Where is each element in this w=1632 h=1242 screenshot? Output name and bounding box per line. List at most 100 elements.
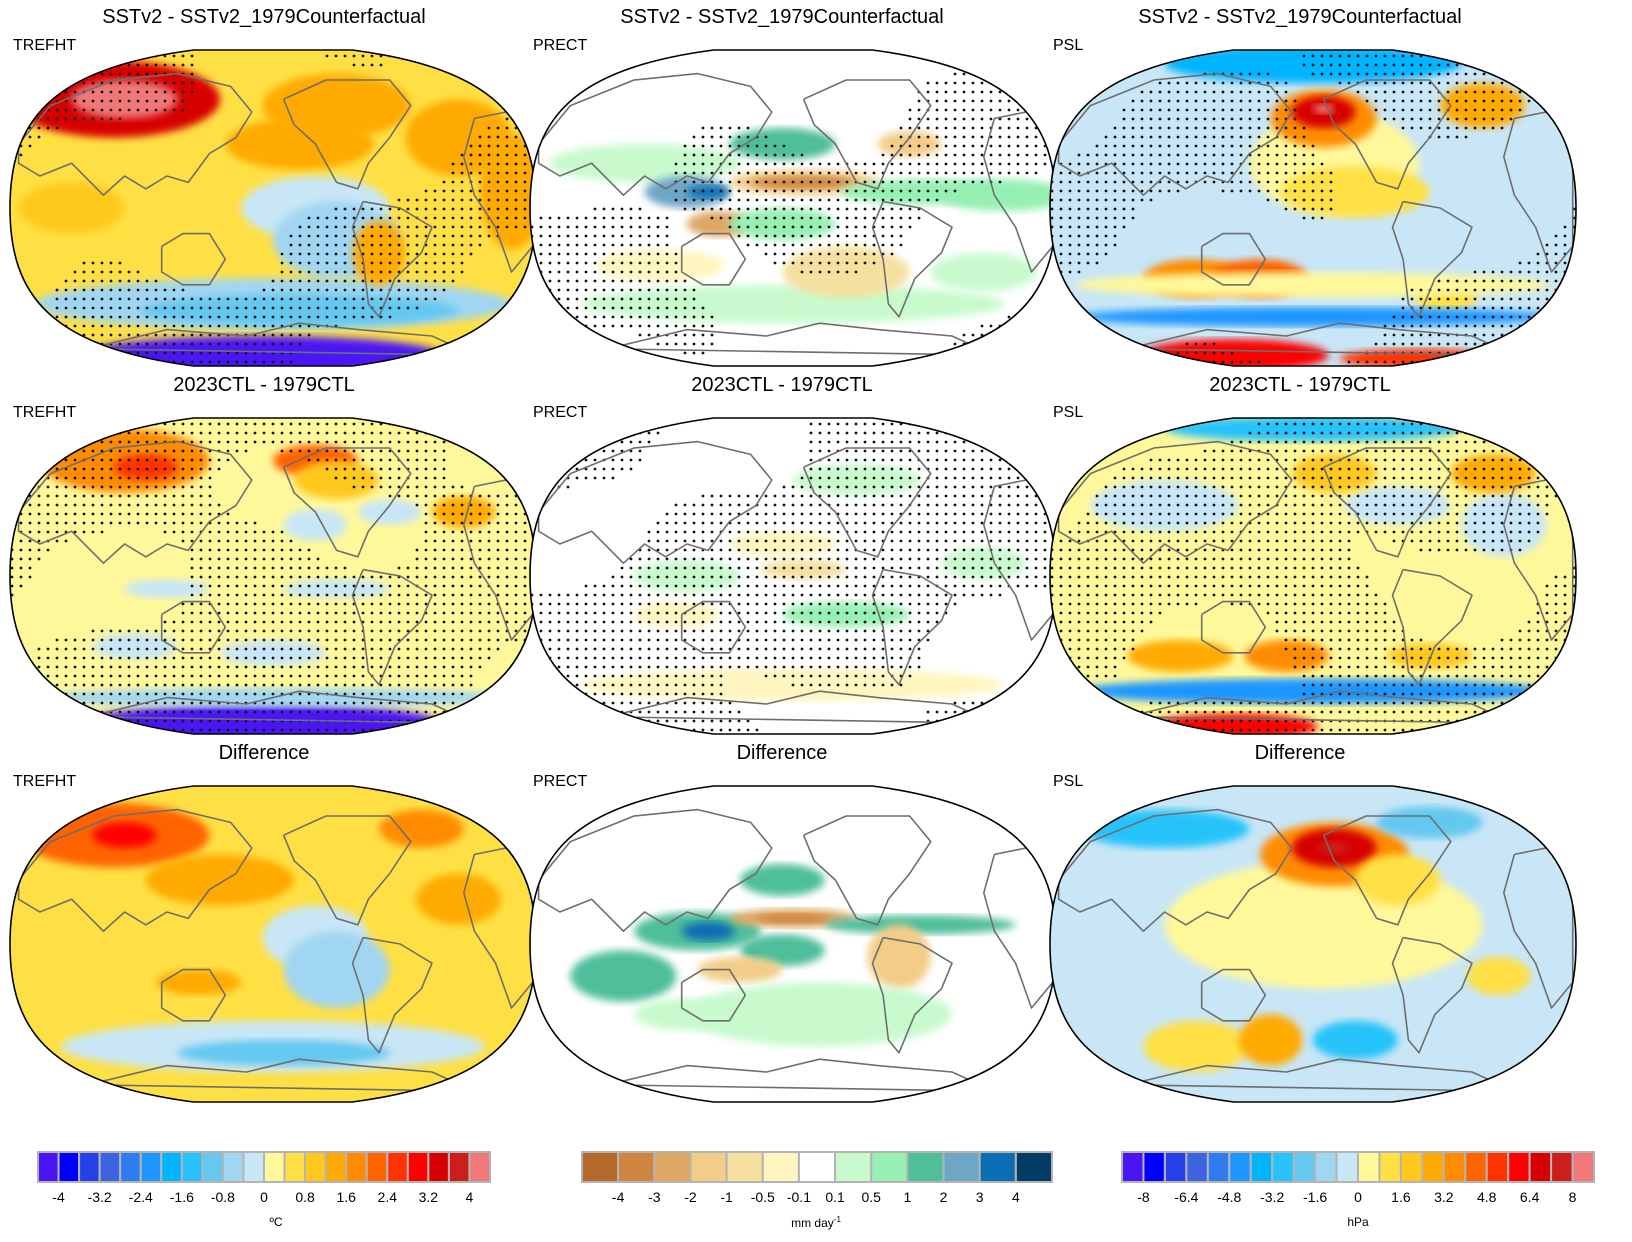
anomaly-region [1079, 809, 1250, 848]
coastline [1322, 815, 1452, 926]
colorbar-swatch [617, 1151, 656, 1183]
colorbar-tick-label: 1.6 [336, 1189, 356, 1205]
map-panel: 2023CTL - 1979CTL TREFHT [0, 368, 540, 738]
anomaly-region [782, 601, 910, 628]
colorbar-tick-label: -2 [684, 1189, 697, 1205]
panel-title: 2023CTL - 1979CTL [1209, 374, 1391, 396]
anomaly-region [681, 921, 735, 941]
anomaly-region [405, 99, 512, 176]
colorbar-swatch [1185, 1151, 1209, 1183]
anomaly-region [1143, 1020, 1250, 1072]
colorbar-tick-label: -0.1 [786, 1189, 811, 1205]
coastline [1200, 600, 1267, 654]
coastline [351, 200, 433, 318]
colorbar-swatch [1163, 1151, 1188, 1183]
anomaly-region [225, 118, 374, 170]
coastline [1322, 79, 1452, 190]
anomaly-region [177, 1040, 390, 1066]
map-border [1049, 785, 1577, 1103]
anomaly-region [124, 579, 210, 599]
coastline [680, 600, 747, 654]
panel-title: 2023CTL - 1979CTL [691, 374, 873, 396]
map-border [529, 417, 1057, 735]
field-layer [1049, 50, 1576, 366]
colorbar-swatch [1485, 1151, 1510, 1183]
colorbar-tick-label: 0 [260, 1189, 268, 1205]
anomaly-region [570, 950, 677, 1002]
map-border [1049, 417, 1577, 735]
anomaly-region [596, 249, 725, 282]
map-border [529, 785, 1057, 1103]
colorbar-swatch [725, 1151, 764, 1183]
map-plot [9, 49, 537, 367]
anomaly-region [1313, 1020, 1398, 1060]
colorbar-tick-label: 2.4 [377, 1189, 397, 1205]
panel-title: Difference [1254, 742, 1346, 764]
map-plot [529, 785, 1057, 1103]
colorbar-tick-label: 0.5 [861, 1189, 881, 1205]
colorbar-swatch [221, 1151, 245, 1183]
colorbar-tick-label: 8 [1568, 1189, 1577, 1205]
anomaly-region [1291, 454, 1377, 493]
anomaly-region [634, 601, 719, 628]
colorbar-tick-label: 4 [465, 1189, 474, 1205]
colorbar-tick-label: -2.4 [128, 1189, 153, 1205]
colorbar-swatch [345, 1151, 368, 1183]
map-plot [1049, 49, 1577, 367]
anomaly-region [1281, 166, 1430, 218]
anomaly-region [140, 294, 459, 327]
variable-label: TREFHT [13, 404, 77, 421]
colorbar-swatch [1335, 1151, 1360, 1183]
map-panel: 2023CTL - 1979CTL PRECT [520, 368, 1060, 738]
colorbar-swatch [201, 1151, 224, 1183]
anomaly-region [1450, 454, 1536, 493]
colorbar-swatch [180, 1151, 204, 1183]
coastline [537, 72, 773, 196]
field-layer [1049, 418, 1576, 734]
field-layer [529, 418, 1056, 734]
anomaly-region [634, 998, 740, 1031]
anomaly-region [145, 854, 295, 906]
anomaly-region [930, 252, 1037, 292]
coastline [160, 232, 227, 286]
anomaly-region [1376, 806, 1483, 839]
coastline [1057, 808, 1293, 932]
field-layer [529, 50, 1056, 366]
anomaly-region [1344, 486, 1451, 525]
map-panel: Difference PRECT [520, 736, 1060, 1106]
anomaly-region [357, 499, 422, 525]
panel-title: Difference [218, 742, 310, 764]
coastline [351, 568, 433, 686]
anomaly-region [941, 179, 1056, 212]
anomaly-region [634, 560, 740, 592]
colorbar-swatch [283, 1151, 307, 1183]
colorbar-swatch [1528, 1151, 1553, 1183]
colorbar-swatch [978, 1151, 1017, 1183]
anomaly-region [941, 547, 1027, 580]
coastline [1322, 447, 1452, 558]
anomaly-region [581, 284, 1005, 324]
map-plot [9, 785, 537, 1103]
anomaly-region [1238, 1014, 1303, 1066]
anomaly-region [549, 144, 740, 183]
anomaly-region [1164, 418, 1462, 442]
colorbar-swatch [581, 1151, 620, 1183]
colorbar-tick-label: 1.6 [1391, 1189, 1411, 1205]
coastline [282, 79, 412, 190]
anomaly-region [1355, 854, 1441, 906]
unit-superscript: -1 [833, 1215, 841, 1224]
anomaly-region [755, 913, 831, 924]
colorbar-swatch [1292, 1151, 1317, 1183]
coastline [802, 79, 932, 190]
field-layer [529, 786, 1056, 1102]
colorbar-swatch [427, 1151, 450, 1183]
colorbar-swatch [160, 1151, 183, 1183]
anomaly-region [1440, 83, 1525, 128]
colorbar-tick-label: -6.4 [1174, 1189, 1199, 1205]
anomaly-region [1339, 348, 1499, 366]
coastline [1200, 232, 1267, 286]
colorbar-tick-label: -3 [648, 1189, 661, 1205]
colorbar-tick-label: 3.2 [418, 1189, 439, 1205]
coastline [17, 72, 253, 196]
colorbar-swatch [942, 1151, 981, 1183]
